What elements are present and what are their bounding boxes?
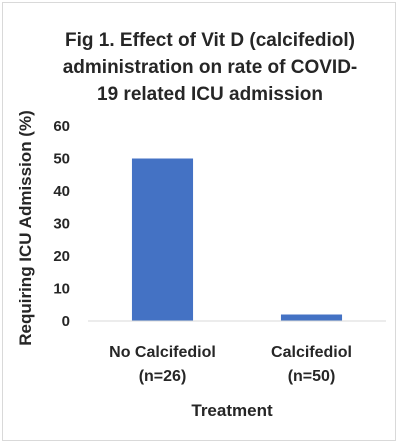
chart-title-line-3: 19 related ICU admission xyxy=(97,84,323,105)
chart-frame xyxy=(2,2,396,441)
x-category-label: No Calcifediol xyxy=(109,344,216,361)
x-category-label: (n=26) xyxy=(139,368,187,385)
bars xyxy=(131,158,343,321)
x-category-label: (n=50) xyxy=(288,368,336,385)
y-tick-label: 30 xyxy=(53,216,70,233)
x-axis-title: Treatment xyxy=(191,401,273,420)
chart-title: Fig 1. Effect of Vit D (calcifediol) adm… xyxy=(63,30,358,105)
y-tick-label: 50 xyxy=(53,151,70,168)
bar xyxy=(280,314,343,321)
y-tick-label: 60 xyxy=(53,118,70,135)
y-axis-ticks: 0 10 20 30 40 50 60 xyxy=(53,118,70,330)
x-category-label: Calcifediol xyxy=(271,344,352,361)
y-tick-label: 20 xyxy=(53,248,70,265)
chart-title-line-2: administration on rate of COVID- xyxy=(63,57,358,78)
y-tick-label: 10 xyxy=(53,281,70,298)
y-axis-title: Requiring ICU Admission (%) xyxy=(16,110,35,346)
bar xyxy=(131,158,194,321)
chart-title-line-1: Fig 1. Effect of Vit D (calcifediol) xyxy=(65,30,355,51)
x-axis-categories: No Calcifediol (n=26) Calcifediol (n=50) xyxy=(109,344,352,385)
y-tick-label: 0 xyxy=(62,313,70,330)
y-tick-label: 40 xyxy=(53,183,70,200)
